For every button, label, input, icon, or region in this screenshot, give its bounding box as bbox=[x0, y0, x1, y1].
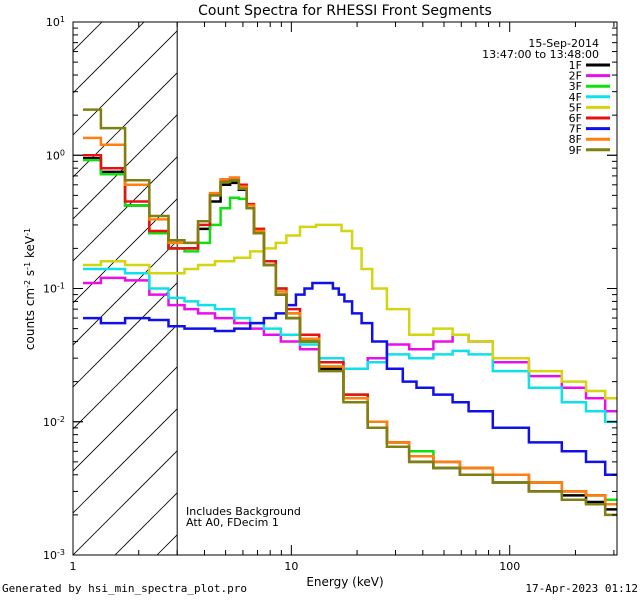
hatch-line bbox=[114, 492, 178, 555]
hatch-line bbox=[73, 324, 178, 430]
hatch-line bbox=[73, 408, 178, 514]
y-tick-label: 101 bbox=[46, 15, 65, 30]
y-tick-label: 10-2 bbox=[43, 414, 65, 429]
y-tick-label: 10-3 bbox=[43, 548, 65, 563]
hatch-line bbox=[73, 22, 145, 94]
hatch-line bbox=[619, 0, 640, 555]
legend-date: 15-Sep-2014 bbox=[528, 37, 599, 50]
excluded-region-hatch bbox=[73, 0, 640, 555]
series-line-7F bbox=[83, 281, 617, 477]
hatch-line bbox=[367, 0, 640, 555]
y-tick-exponent: 0 bbox=[60, 148, 65, 157]
hatch-line bbox=[451, 0, 640, 555]
x-axis-label: Energy (keV) bbox=[306, 575, 383, 589]
footer-timestamp: 17-Apr-2023 01:12 bbox=[525, 582, 638, 595]
hatch-line bbox=[73, 450, 178, 555]
x-tick-label: 1 bbox=[70, 560, 77, 573]
y-tick-exponent: -1 bbox=[57, 281, 65, 290]
legend-label-5F: 5F bbox=[569, 101, 582, 114]
hatch-line bbox=[283, 0, 640, 555]
hatch-line bbox=[73, 198, 178, 304]
series-group bbox=[83, 108, 617, 517]
series-line-3F bbox=[83, 158, 617, 501]
legend-label-3F: 3F bbox=[569, 80, 582, 93]
annotation-text: Att A0, FDecim 1 bbox=[186, 516, 279, 529]
legend-label-2F: 2F bbox=[569, 70, 582, 83]
legend-label-1F: 1F bbox=[569, 59, 582, 72]
hatch-line bbox=[73, 282, 178, 388]
hatch-line bbox=[493, 0, 640, 555]
chart-title: Count Spectra for RHESSI Front Segments bbox=[198, 3, 492, 19]
footer-generated-by: Generated by hsi_min_spectra_plot.pro bbox=[2, 582, 248, 595]
y-tick-label: 100 bbox=[46, 148, 65, 163]
y-axis-label: counts cm-2 s-1 keV-1 bbox=[23, 228, 38, 350]
legend-label-9F: 9F bbox=[569, 144, 582, 157]
series-line-5F bbox=[83, 223, 617, 400]
series-line-1F bbox=[83, 156, 617, 511]
hatch-line bbox=[73, 72, 178, 178]
x-tick-label: 10 bbox=[284, 560, 298, 573]
y-tick-exponent: -3 bbox=[57, 548, 65, 557]
x-tick-label: 100 bbox=[499, 560, 520, 573]
hatch-line bbox=[577, 0, 640, 555]
y-tick-exponent: -2 bbox=[57, 414, 65, 423]
axis-ticks bbox=[72, 21, 617, 556]
hatch-line bbox=[156, 534, 178, 555]
series-line-6F bbox=[83, 154, 617, 506]
hatch-line bbox=[535, 0, 640, 555]
x-tick-labels: 1 10 100 bbox=[70, 560, 521, 573]
legend-label-6F: 6F bbox=[569, 112, 582, 125]
y-tick-label: 10-1 bbox=[43, 281, 65, 296]
annotation-text: Includes Background bbox=[186, 505, 301, 518]
hatch-line bbox=[73, 156, 178, 262]
hatch-line bbox=[73, 366, 178, 472]
legend-time-range: 13:47:00 to 13:48:00 bbox=[482, 48, 599, 61]
hatch-line bbox=[73, 30, 178, 136]
legend-label-4F: 4F bbox=[569, 91, 582, 104]
series-line-9F bbox=[83, 108, 617, 517]
series-line-2F bbox=[83, 276, 617, 413]
hatch-line bbox=[73, 240, 178, 346]
y-tick-exponent: 1 bbox=[60, 15, 65, 24]
legend-label-7F: 7F bbox=[569, 123, 582, 136]
legend-label-8F: 8F bbox=[569, 133, 582, 146]
